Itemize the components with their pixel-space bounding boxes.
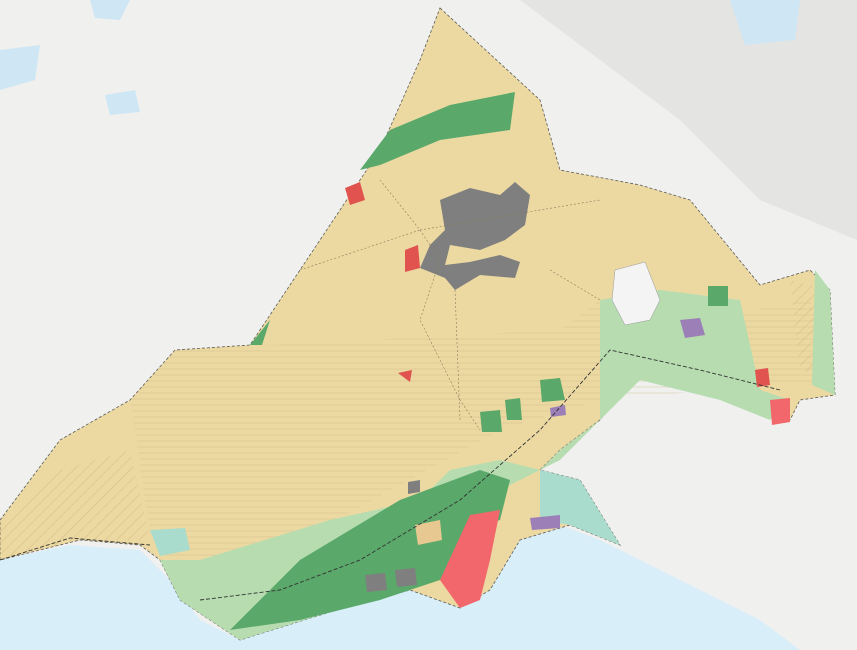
commercial-area-coast: [440, 398, 790, 608]
industrial-area: [420, 182, 530, 290]
sea: [0, 525, 800, 650]
relief-shading: [520, 0, 857, 240]
main-road: [0, 349, 781, 601]
town-area: [611, 261, 661, 326]
industrial-patches: [365, 480, 420, 592]
sand-patch: [415, 520, 442, 545]
lagoon: [540, 470, 620, 545]
lake-southwest: [150, 528, 190, 556]
forest-north: [360, 92, 515, 170]
diagonal-hatch-zone: [0, 280, 830, 560]
forest-south: [230, 470, 510, 630]
agricultural-area-east: [812, 270, 835, 395]
secondary-roads: [299, 179, 601, 431]
